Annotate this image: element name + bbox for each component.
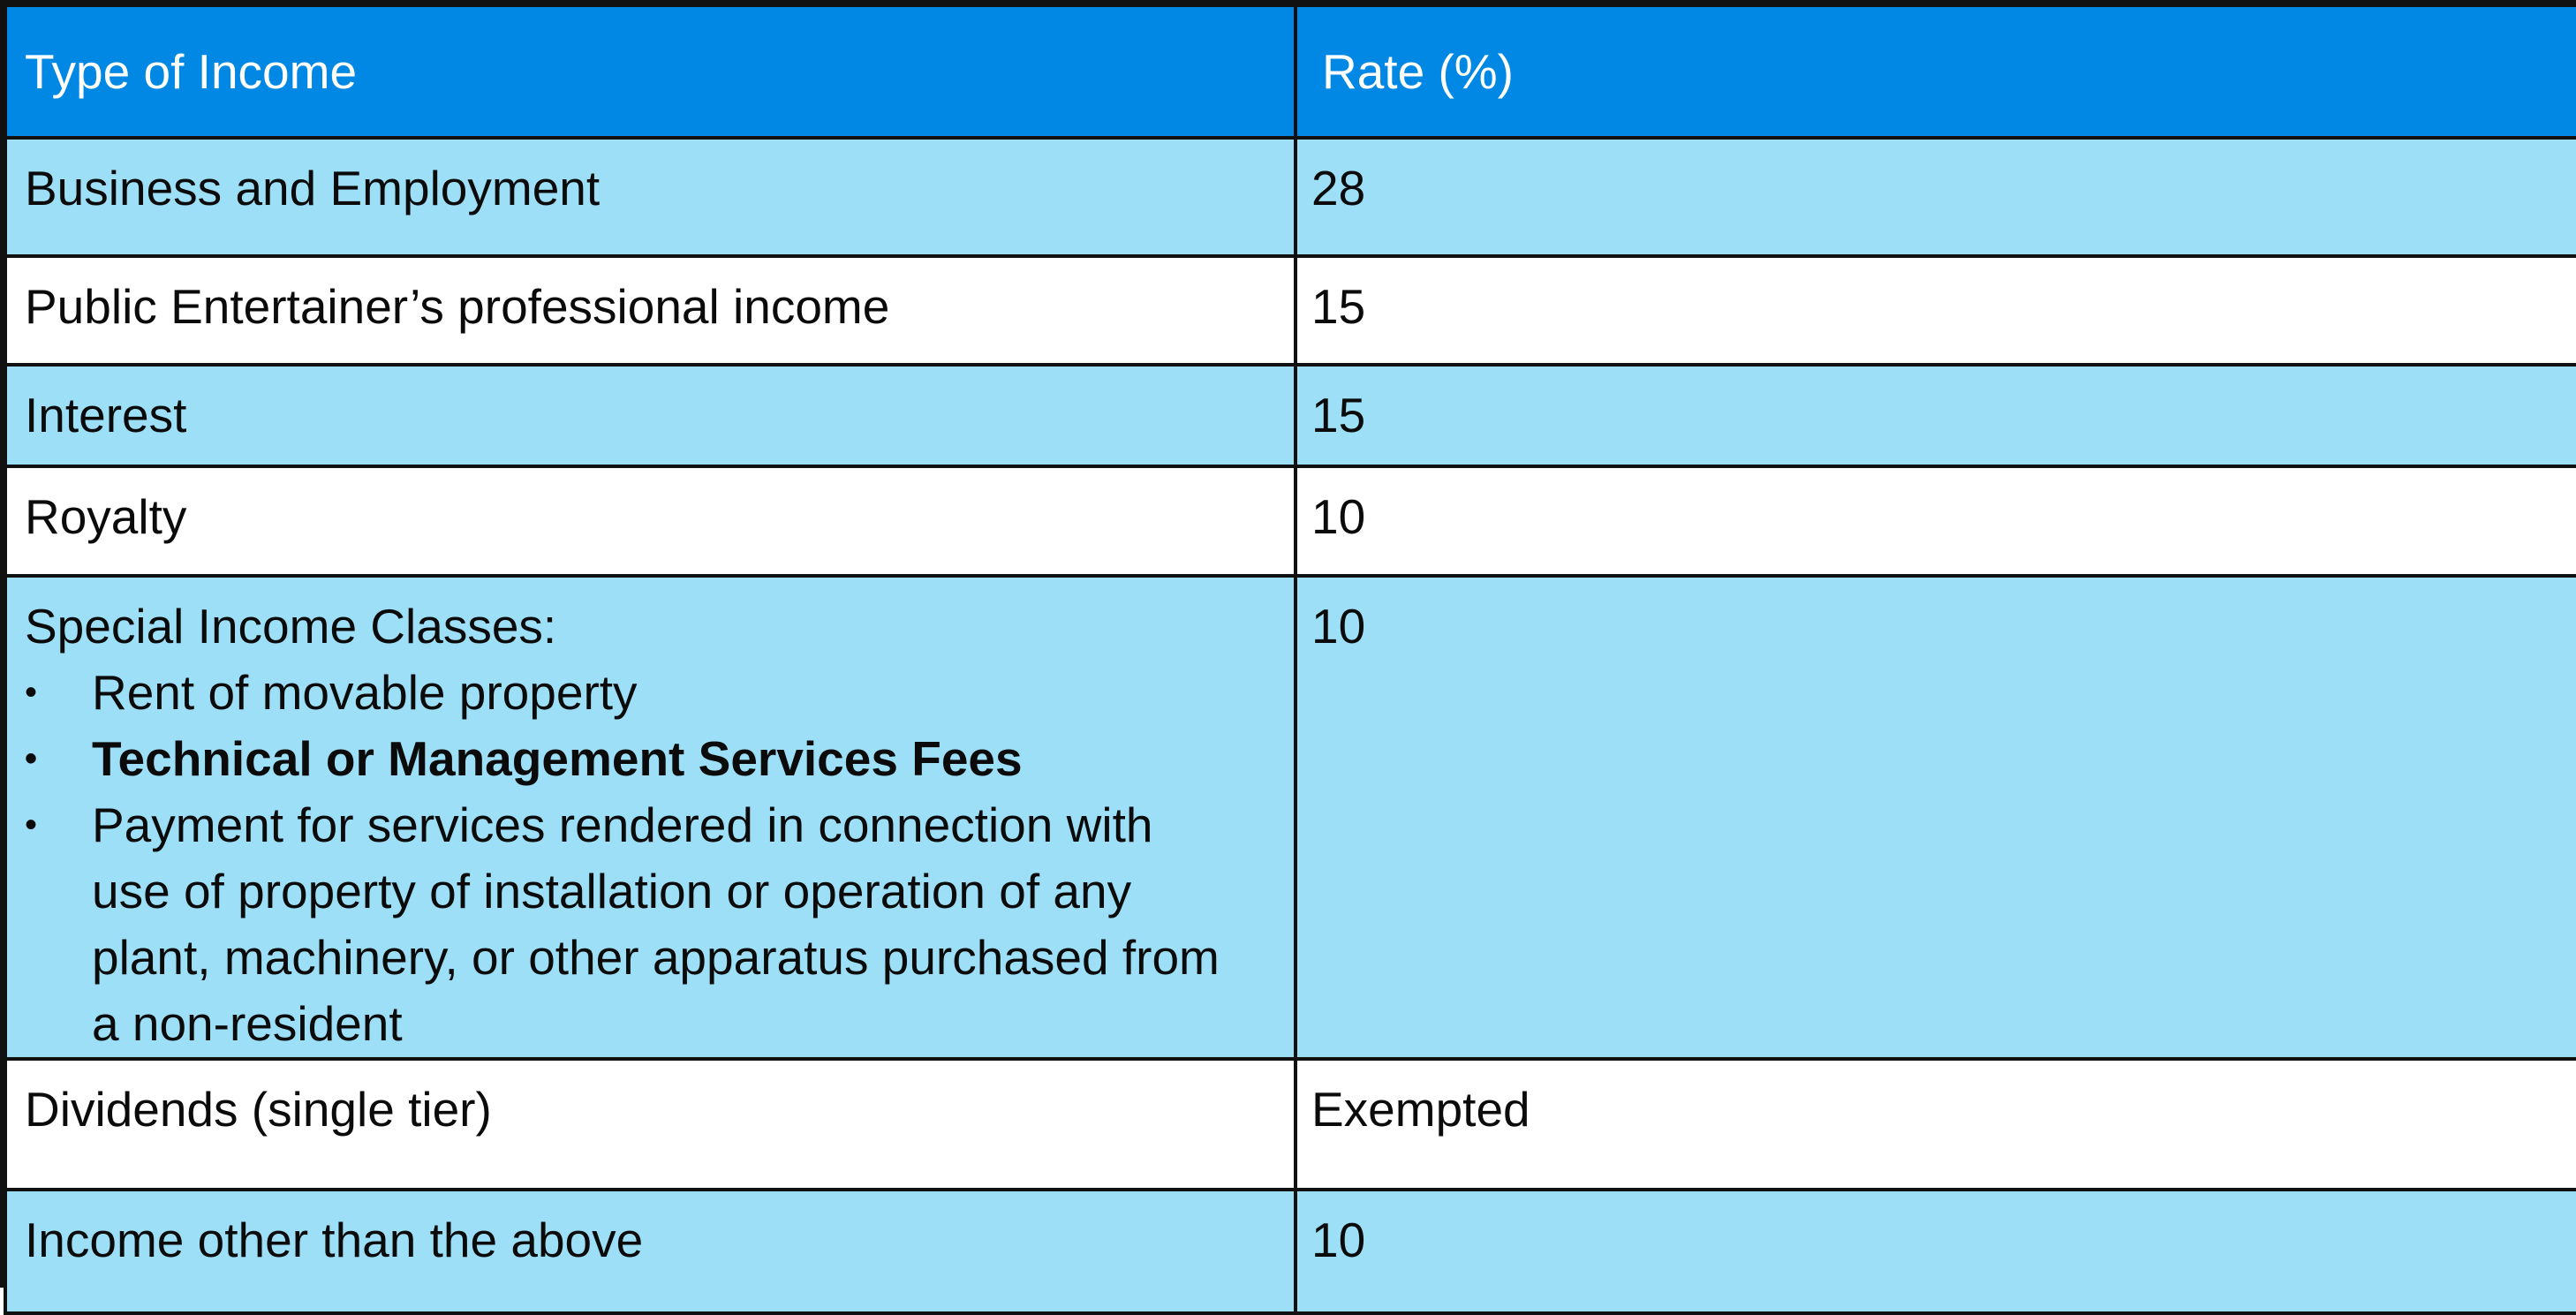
rate-cell: 15 (1294, 254, 2576, 367)
list-item-text: Payment for services rendered in connect… (92, 797, 1220, 1051)
special-income-heading: Special Income Classes: (25, 599, 557, 654)
table-row: Income other than the above 10 (4, 1188, 2576, 1315)
list-item: • Rent of movable property (25, 660, 1240, 726)
rate-cell: 10 (1294, 465, 2576, 578)
list-item: • Payment for services rendered in conne… (25, 792, 1240, 1057)
table-row: Dividends (single tier) Exempted (4, 1057, 2576, 1191)
income-type-cell: Dividends (single tier) (4, 1057, 1297, 1191)
rate-cell: Exempted (1294, 1057, 2576, 1191)
bullet-icon: • (25, 805, 38, 844)
list-item-text: Rent of movable property (92, 665, 638, 720)
header-rate: Rate (%) (1294, 4, 2576, 140)
list-item: • Technical or Management Services Fees (25, 726, 1240, 792)
income-rate-table: Type of Income Rate (%) Business and Emp… (4, 4, 2576, 1315)
rate-cell: 15 (1294, 363, 2576, 468)
special-income-list: • Rent of movable property • Technical o… (25, 660, 1294, 1057)
header-type-of-income: Type of Income (4, 4, 1297, 140)
table-row: Business and Employment 28 (4, 136, 2576, 258)
table-header-row: Type of Income Rate (%) (4, 4, 2576, 140)
table-row: Interest 15 (4, 363, 2576, 468)
table-row: Special Income Classes: • Rent of movabl… (4, 574, 2576, 1061)
income-type-cell: Business and Employment (4, 136, 1297, 258)
income-type-cell: Income other than the above (4, 1188, 1297, 1315)
income-type-cell: Interest (4, 363, 1297, 468)
list-item-text: Technical or Management Services Fees (92, 731, 1023, 786)
table-row: Public Entertainer’s professional income… (4, 254, 2576, 367)
table-row: Royalty 10 (4, 465, 2576, 578)
income-type-cell: Public Entertainer’s professional income (4, 254, 1297, 367)
rate-cell: 28 (1294, 136, 2576, 258)
income-type-cell: Royalty (4, 465, 1297, 578)
rate-cell: 10 (1294, 574, 2576, 1061)
bullet-icon: • (25, 673, 38, 712)
bullet-icon: • (25, 739, 38, 778)
rate-cell: 10 (1294, 1188, 2576, 1315)
income-type-cell: Special Income Classes: • Rent of movabl… (4, 574, 1297, 1061)
